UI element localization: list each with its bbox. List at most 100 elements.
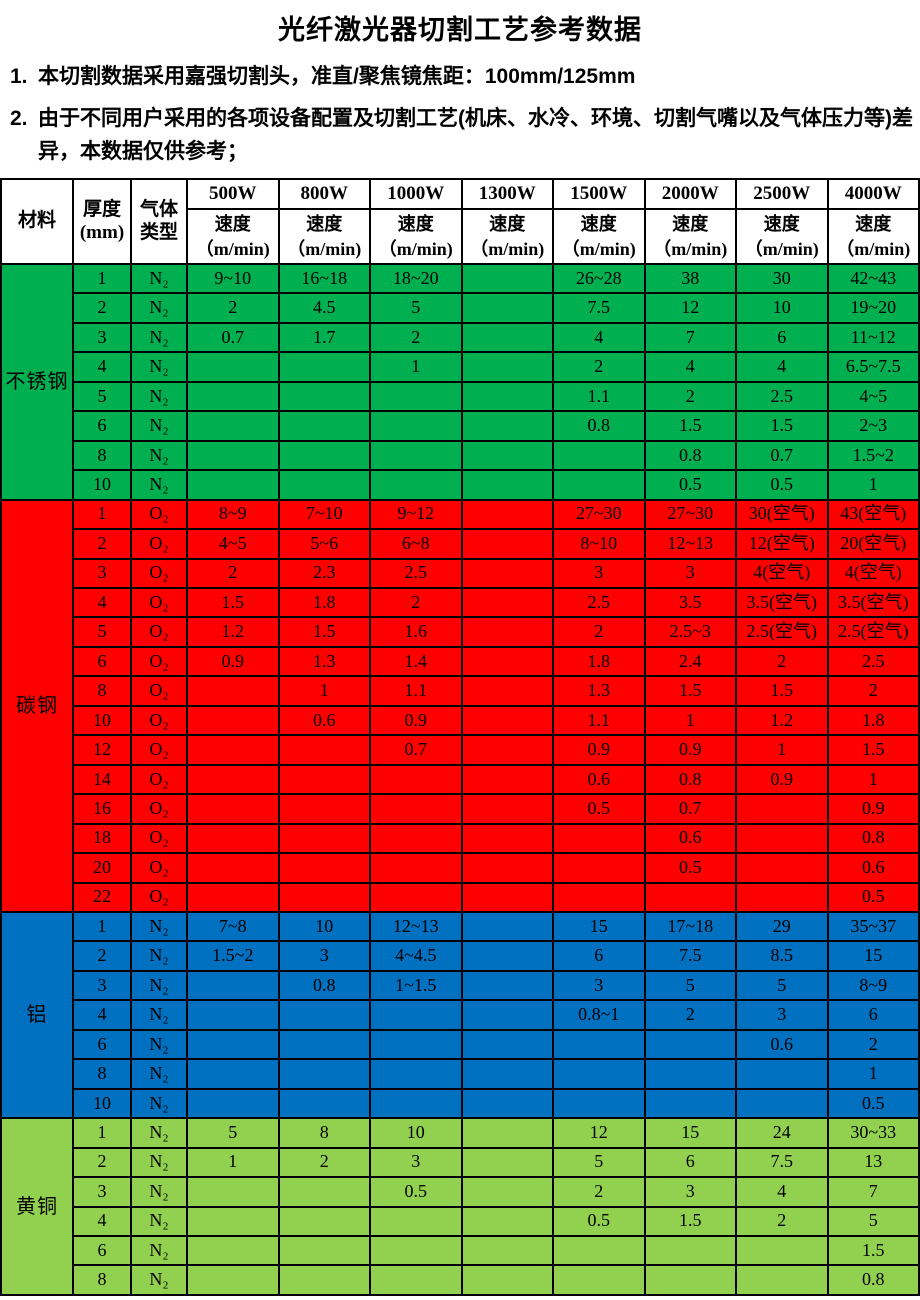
table-row: 6 N₂ 0.8 1.5 1.5 2~3 <box>1 410 920 442</box>
speed-cell <box>460 852 554 884</box>
page-title: 光纤激光器切割工艺参考数据 <box>278 15 642 45</box>
speed-cell: 30~33 <box>826 1117 920 1149</box>
speed-cell <box>552 822 646 855</box>
thickness-cell: 12 <box>72 734 132 766</box>
speed-cell <box>369 852 463 884</box>
speed-cell <box>186 439 280 472</box>
speed-cell <box>460 321 554 354</box>
speed-cell: 16~18 <box>277 262 371 295</box>
thickness-cell: 10 <box>72 469 132 501</box>
speed-cell: 0.8 <box>826 1264 920 1296</box>
thickness-cell: 4 <box>72 351 132 383</box>
speed-cell: 15 <box>643 1117 737 1149</box>
note-1-number: 1. <box>10 65 28 88</box>
speed-cell <box>460 1117 554 1149</box>
speed-cell <box>460 645 554 678</box>
gas-cell: O₂ <box>130 557 188 589</box>
speed-cell: 4 <box>735 351 829 383</box>
gas-cell: O₂ <box>130 675 188 707</box>
header-power-1500w: 1500W <box>552 178 646 210</box>
speed-cell <box>277 1176 371 1208</box>
thickness-cell: 8 <box>72 439 132 472</box>
speed-cell <box>186 969 280 1002</box>
speed-cell: 1.1 <box>369 675 463 707</box>
speed-cell: 1.5 <box>643 410 737 442</box>
cutting-process-table: 材料 厚度 (mm) 气体 类型 500W 800W 1000W 1300W 1… <box>0 178 920 1296</box>
speed-cell: 5 <box>552 1146 646 1179</box>
speed-cell <box>186 852 280 884</box>
speed-cell: 1.2 <box>735 704 829 737</box>
thickness-cell: 18 <box>72 822 132 855</box>
thickness-cell: 4 <box>72 999 132 1031</box>
thickness-cell: 3 <box>72 557 132 589</box>
speed-cell: 30 <box>735 262 829 295</box>
speed-cell <box>277 1264 371 1296</box>
speed-cell <box>277 1087 371 1120</box>
speed-cell: 0.7 <box>186 321 280 354</box>
speed-cell: 2 <box>552 351 646 383</box>
table-row: 3 N₂ 0.7 1.7 2 4 7 6 11~12 <box>1 321 920 354</box>
gas-cell: O₂ <box>130 586 188 619</box>
speed-cell <box>277 1234 371 1267</box>
speed-cell <box>186 1028 280 1061</box>
note-1-text: 本切割数据采用嘉强切割头，准直/聚焦镜焦距：100mm/125mm <box>38 65 636 88</box>
speed-cell: 20(空气) <box>826 528 920 560</box>
speed-cell <box>369 763 463 796</box>
speed-cell: 3 <box>552 557 646 589</box>
speed-cell: 0.5 <box>826 881 920 913</box>
thickness-cell: 16 <box>72 793 132 825</box>
speed-cell <box>369 410 463 442</box>
table-row: 14 O₂ 0.6 0.8 0.9 1 <box>1 763 920 796</box>
speed-cell: 2 <box>826 1028 920 1061</box>
speed-cell <box>460 262 554 295</box>
header-power-2000w: 2000W <box>643 178 737 210</box>
speed-cell: 4~4.5 <box>369 940 463 972</box>
speed-cell: 13 <box>826 1146 920 1179</box>
speed-cell <box>460 910 554 943</box>
speed-cell <box>460 734 554 766</box>
speed-cell: 2.5 <box>826 645 920 678</box>
material-cell: 碳钢 <box>0 498 74 913</box>
thickness-cell: 1 <box>72 498 132 531</box>
note-2: 2. 由于不同用户采用的各项设备配置及切割工艺(机床、水冷、环境、切割气嘴以及气… <box>10 102 915 169</box>
table-row: 12 O₂ 0.7 0.9 0.9 1 1.5 <box>1 734 920 766</box>
speed-cell: 1.5 <box>826 1234 920 1267</box>
speed-cell <box>277 380 371 413</box>
table-row: 2 N₂ 1.5~2 3 4~4.5 6 7.5 8.5 15 <box>1 940 920 972</box>
table-header: 材料 厚度 (mm) 气体 类型 500W 800W 1000W 1300W 1… <box>0 178 920 265</box>
gas-cell: N₂ <box>130 410 188 442</box>
speed-cell <box>735 1264 829 1296</box>
speed-cell <box>186 763 280 796</box>
speed-cell: 7 <box>643 321 737 354</box>
speed-cell <box>460 469 554 501</box>
speed-cell: 3 <box>643 1176 737 1208</box>
gas-cell: O₂ <box>130 704 188 737</box>
speed-cell: 4(空气) <box>735 557 829 589</box>
thickness-cell: 3 <box>72 321 132 354</box>
speed-cell: 4~5 <box>186 528 280 560</box>
table-row: 10 N₂ 0.5 <box>1 1087 920 1120</box>
table-row: 10 N₂ 0.5 0.5 1 <box>1 469 920 501</box>
speed-cell <box>460 1264 554 1296</box>
speed-cell <box>277 1058 371 1090</box>
speed-cell: 15 <box>552 910 646 943</box>
speed-cell: 0.6 <box>735 1028 829 1061</box>
speed-cell: 6 <box>643 1146 737 1179</box>
speed-cell: 7.5 <box>643 940 737 972</box>
header-thickness: 厚度 (mm) <box>72 178 132 265</box>
speed-cell <box>369 1087 463 1120</box>
speed-cell: 2 <box>643 999 737 1031</box>
speed-cell: 26~28 <box>552 262 646 295</box>
speed-cell: 7~10 <box>277 498 371 531</box>
speed-cell: 5 <box>643 969 737 1002</box>
speed-cell: 2.4 <box>643 645 737 678</box>
speed-cell: 0.5 <box>826 1087 920 1120</box>
thickness-cell: 14 <box>72 763 132 796</box>
speed-cell: 0.8 <box>643 763 737 796</box>
speed-cell <box>735 1058 829 1090</box>
speed-cell <box>643 1028 737 1061</box>
speed-cell <box>186 351 280 383</box>
speed-cell: 1.7 <box>277 321 371 354</box>
speed-cell: 10 <box>735 292 829 324</box>
speed-cell: 2.3 <box>277 557 371 589</box>
